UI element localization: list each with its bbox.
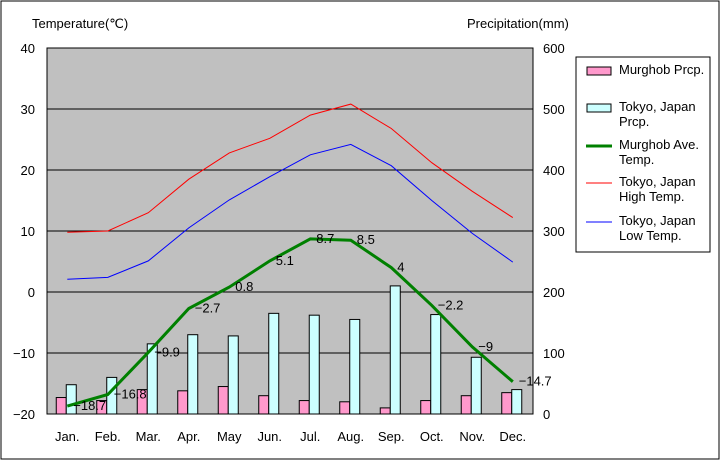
left-tick-label: 30 [21,102,35,117]
left-tick-label: 40 [21,41,35,56]
precip-bar [177,390,189,415]
left-tick-label: −10 [13,346,35,361]
x-tick-label: Jan. [55,429,80,444]
precip-bar [420,400,432,415]
precip-bar [389,285,401,415]
right-tick-label: 400 [543,163,565,178]
data-labels: −18.7 −16.8 −9.9 −2.7 0.8 5.1 8.7 8.5 4 −2.2 −9 −14… [73,231,551,413]
legend-label: Tokyo, Japan [619,213,696,228]
precip-bar [217,386,229,415]
legend-label: Tokyo, Japan [619,99,696,114]
temp-data-label: 8.5 [357,232,375,247]
x-tick-label: Apr. [177,429,200,444]
legend-label: Murghob Prcp. [619,62,704,77]
legend-label: Prcp. [619,114,649,129]
right-tick-label: 600 [543,41,565,56]
x-tick-label: Mar. [136,429,161,444]
legend-swatch [586,66,612,76]
x-tick-label: Oct. [420,429,444,444]
temp-data-label: −14.7 [519,374,552,389]
x-tick-label: Nov. [459,429,485,444]
legend-label: Temp. [619,152,654,167]
axes: 40 600 30 500 20 400 10 300 0 200 −10 100 −20 0 Jan. Fe… [13,41,565,444]
left-tick-label: −20 [13,407,35,422]
left-axis-title: Temperature(℃) [32,16,128,31]
temp-data-label: −9 [478,339,493,354]
legend-label: Low Temp. [619,228,682,243]
temp-data-label: 0.8 [235,279,253,294]
temp-data-label: −9.9 [154,344,180,359]
temp-data-label: 8.7 [316,231,334,246]
x-tick-label: Jun. [257,429,282,444]
x-tick-label: Sep. [378,429,405,444]
temp-data-label: −16.8 [114,386,147,401]
precip-bar [470,356,482,415]
right-axis-title: Precipitation(mm) [467,16,569,31]
temp-line [67,143,514,280]
right-tick-label: 0 [543,407,550,422]
precip-bar [308,314,320,415]
x-tick-label: Aug. [337,429,364,444]
temp-data-label: 4 [397,260,404,275]
legend-box [575,56,711,253]
legend-label: Murghob Ave. [619,137,699,152]
precip-bar [430,314,442,415]
grid [47,108,533,354]
legend-label: High Temp. [619,189,685,204]
right-tick-label: 500 [543,102,565,117]
precipitation-bars [55,285,523,415]
precip-bar [258,395,270,415]
precip-bar [349,318,361,415]
temp-data-label: −2.2 [438,297,464,312]
precip-bar [298,400,310,415]
legend-label: Tokyo, Japan [619,174,696,189]
temp-line [66,237,514,408]
temp-data-label: −2.7 [195,300,221,315]
left-tick-label: 20 [21,163,35,178]
x-tick-label: May [217,429,242,444]
legend-swatch [586,103,612,113]
temp-data-label: −18.7 [73,398,106,413]
x-tick-label: Feb. [95,429,121,444]
temp-data-label: 5.1 [276,253,294,268]
left-tick-label: 0 [28,285,35,300]
precip-bar [65,384,77,415]
x-tick-label: Dec. [499,429,526,444]
precip-bar [460,395,472,415]
temp-line [67,103,514,233]
precip-bar [146,343,158,415]
precip-bar [227,335,239,415]
x-tick-label: Jul. [300,429,320,444]
precip-bar [511,389,523,415]
right-tick-label: 200 [543,285,565,300]
precip-bar [268,312,280,415]
precip-bar [379,407,391,415]
precip-bar [55,397,67,415]
precip-bar [501,392,513,415]
precip-bar [187,334,199,415]
temperature-lines [66,103,514,408]
right-tick-label: 300 [543,224,565,239]
right-tick-label: 100 [543,346,565,361]
left-tick-label: 10 [21,224,35,239]
precip-bar [339,401,351,415]
